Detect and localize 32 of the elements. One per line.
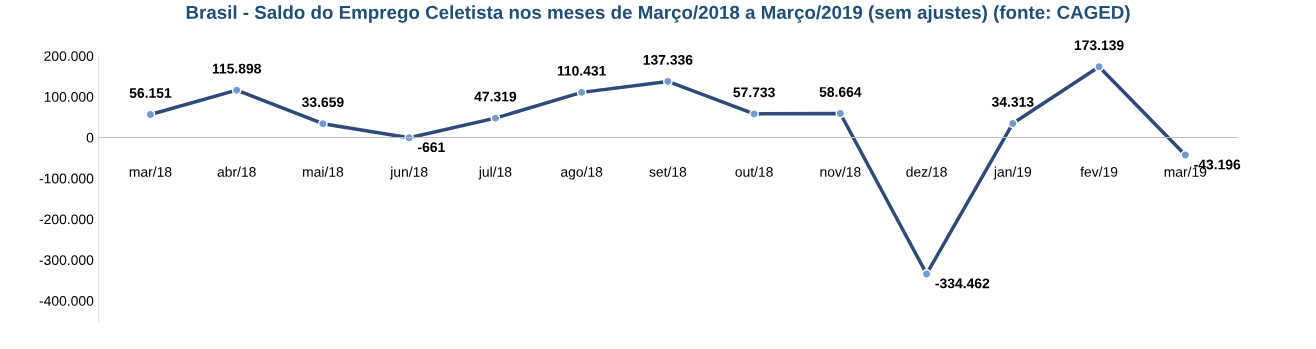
data-label: 47.319 (474, 91, 517, 102)
y-tick-label: 0 (86, 132, 94, 143)
x-tick-label: nov/18 (820, 166, 861, 177)
data-label: -334.462 (935, 278, 990, 289)
y-tick-label: -100.000 (39, 173, 94, 184)
data-label: -661 (418, 142, 445, 153)
chart-title: Brasil - Saldo do Emprego Celetista nos meses de Março/2018 a Março/2019 (sem ajustes) (fonte: CAGED) (186, 5, 1130, 23)
data-label: 57.733 (733, 87, 775, 98)
data-label: 110.431 (557, 65, 606, 76)
data-label: 58.664 (819, 87, 862, 97)
x-tick-label: set/18 (649, 166, 687, 177)
data-label: 34.313 (991, 96, 1034, 107)
x-tick-label: ago/18 (560, 166, 603, 180)
data-label: 115.898 (212, 63, 261, 74)
x-tick-label: jun/18 (389, 166, 428, 180)
x-tick-label: dez/18 (906, 166, 947, 177)
y-tick-label: -400.000 (39, 296, 94, 306)
data-label: 56.151 (129, 88, 172, 98)
x-tick-label: out/18 (735, 166, 773, 177)
x-tick-label: jan/19 (993, 166, 1032, 180)
y-tick-label: -200.000 (39, 214, 94, 225)
x-tick-label: fev/19 (1080, 166, 1118, 177)
y-tick-label: 100.000 (44, 91, 94, 102)
y-tick-label: 200.000 (44, 51, 94, 62)
data-label: 137.336 (643, 54, 693, 65)
y-tick-label: -300.000 (39, 255, 94, 266)
x-tick-label: jul/18 (478, 166, 512, 180)
x-tick-label: abr/18 (217, 166, 256, 177)
x-tick-label: mar/18 (129, 166, 172, 177)
x-tick-label: mai/18 (303, 166, 344, 177)
data-label: 33.659 (302, 97, 344, 108)
data-label: 173.139 (1074, 40, 1124, 51)
